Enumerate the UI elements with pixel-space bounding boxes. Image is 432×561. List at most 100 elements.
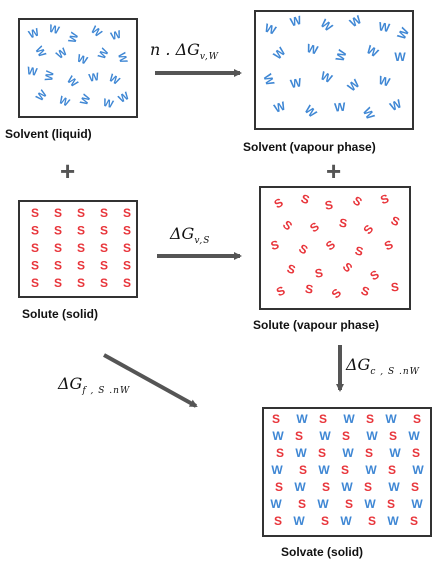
solvate-solute-molecule: S — [345, 497, 353, 511]
solvent-liquid-molecule: W — [78, 92, 94, 107]
solvent-liquid-molecule: W — [54, 46, 70, 62]
equation-n-dg-vw: n . ΔGv,W — [150, 40, 219, 62]
solvent-vapour-molecule: W — [272, 98, 288, 115]
solvate-solute-molecule: S — [341, 463, 349, 477]
solvent-liquid-molecule: W — [57, 94, 72, 110]
solute-vapour-molecule: S — [389, 213, 402, 229]
solute-solid-molecule: S — [54, 206, 62, 220]
solute-solid-molecule: S — [100, 224, 108, 238]
solute-vapour-molecule: S — [314, 266, 324, 281]
solute-solid-molecule: S — [100, 276, 108, 290]
solvate-solvent-molecule: W — [364, 497, 376, 511]
solute-vapour-molecule: S — [360, 222, 376, 237]
solvate-solvent-molecule: W — [408, 429, 420, 443]
solute-vapour-molecule: S — [354, 243, 365, 259]
solute-solid-molecule: S — [77, 206, 85, 220]
solute-solid-molecule: S — [100, 206, 108, 220]
solvent-liquid-molecule: W — [34, 88, 50, 104]
solute-solid-molecule: S — [77, 259, 85, 273]
solvate-solute-molecule: S — [368, 514, 376, 528]
solute-vapour-molecule: S — [338, 216, 348, 231]
solvate-solvent-molecule: W — [318, 463, 330, 477]
solvate-solute-molecule: S — [342, 429, 350, 443]
solvent-vapour-molecule: W — [364, 42, 381, 60]
solvent-liquid-molecule: W — [27, 26, 41, 41]
solvate-solute-molecule: S — [410, 514, 418, 528]
solvate-solvent-molecule: W — [389, 446, 401, 460]
solvate-solute-molecule: S — [274, 514, 282, 528]
solute-vapour-molecule: S — [323, 237, 338, 253]
solvent-vapour-molecule: W — [263, 21, 279, 38]
solute-solid-molecule: S — [77, 241, 85, 255]
solute-vapour-molecule: S — [280, 217, 295, 233]
solvent-vapour-molecule: W — [377, 73, 392, 90]
solvate-solvent-molecule: W — [294, 480, 306, 494]
solvent-liquid-molecule: W — [116, 90, 132, 106]
solvate-solvent-molecule: W — [295, 446, 307, 460]
solvate-solvent-molecule: W — [319, 429, 331, 443]
solute-vapour-molecule: S — [296, 241, 310, 257]
solvent-liquid-label: Solvent (liquid) — [5, 127, 92, 141]
solvent-vapour-label: Solvent (vapour phase) — [243, 140, 376, 154]
solvent-liquid-molecule: W — [32, 44, 48, 60]
solvate-solute-molecule: S — [322, 480, 330, 494]
equation-n-dg-vw-main: n . ΔG — [150, 40, 200, 59]
solvate-solute-molecule: S — [299, 463, 307, 477]
solute-vapour-molecule: S — [304, 282, 314, 297]
solvent-vapour-molecule: W — [345, 76, 363, 94]
solute-solid-molecule: S — [123, 241, 131, 255]
solvent-vapour-molecule: W — [334, 100, 347, 115]
solvent-liquid-molecule: W — [26, 65, 39, 79]
solvate-solvent-molecule: W — [270, 497, 282, 511]
solvate-solvent-molecule: W — [340, 514, 352, 528]
solute-vapour-label: Solute (vapour phase) — [253, 318, 380, 332]
solvent-liquid-molecule: W — [88, 71, 101, 85]
solute-vapour-molecule: S — [299, 191, 311, 207]
solvent-vapour-molecule: W — [318, 69, 335, 87]
solvent-vapour-molecule: W — [377, 19, 391, 35]
solvate-solute-molecule: S — [321, 514, 329, 528]
solvent-liquid-molecule: W — [101, 97, 115, 111]
plus-sign-right: + — [326, 156, 342, 186]
solvent-liquid-molecule: W — [115, 51, 129, 65]
solvent-vapour-molecule: W — [305, 41, 320, 58]
solvate-solute-molecule: S — [319, 412, 327, 426]
solute-vapour-molecule: S — [285, 261, 297, 277]
solvent-liquid-molecule: W — [75, 52, 89, 67]
solute-solid-molecule: S — [123, 206, 131, 220]
solvent-liquid-molecule: W — [107, 72, 123, 88]
solvate-solvent-molecule: W — [342, 446, 354, 460]
solute-solid-molecules: S S S S SS S S S SS S S S SS S S S SS S S S S — [31, 206, 131, 290]
solute-vapour-molecule: S — [269, 237, 280, 253]
solvent-liquid-molecule: W — [66, 30, 81, 44]
solute-vapour-molecule: S — [368, 267, 382, 283]
solvate-solute-molecule: S — [295, 429, 303, 443]
solvate-solvent-molecule: W — [341, 480, 353, 494]
solvate-solid-label: Solvate (solid) — [281, 545, 364, 559]
solvate-solvent-molecule: W — [388, 480, 400, 494]
solvate-solvent-molecule: W — [385, 412, 397, 426]
solvate-grid: S W S W S W SW S W S W S WS W S W S W SW S W S W S WS W S W S W SW S W S W… — [270, 412, 424, 528]
solute-vapour-molecule: S — [359, 283, 371, 299]
solvent-liquid-molecule: W — [109, 29, 123, 43]
solvent-vapour-molecule: W — [289, 13, 304, 30]
solvent-liquid-molecule: W — [43, 69, 57, 82]
solvent-vapour-molecule: W — [333, 47, 350, 63]
solvent-vapour-molecule: W — [318, 16, 336, 34]
equation-dg-csnw: ΔGc , S .nW — [346, 355, 420, 377]
solute-vapour-molecule: S — [350, 193, 365, 209]
solute-solid-molecule: S — [31, 259, 39, 273]
solute-solid-molecule: S — [100, 241, 108, 255]
solvent-liquid-molecule: W — [64, 74, 80, 90]
solvate-solute-molecule: S — [411, 480, 419, 494]
solute-vapour-molecule: S — [307, 219, 322, 235]
solvate-solvent-molecule: W — [387, 514, 399, 528]
solute-vapour-molecule: S — [324, 198, 334, 213]
solute-vapour-molecule: S — [274, 283, 287, 299]
equation-n-dg-vw-sub: v,W — [199, 52, 220, 62]
solvate-solute-molecule: S — [412, 446, 420, 460]
